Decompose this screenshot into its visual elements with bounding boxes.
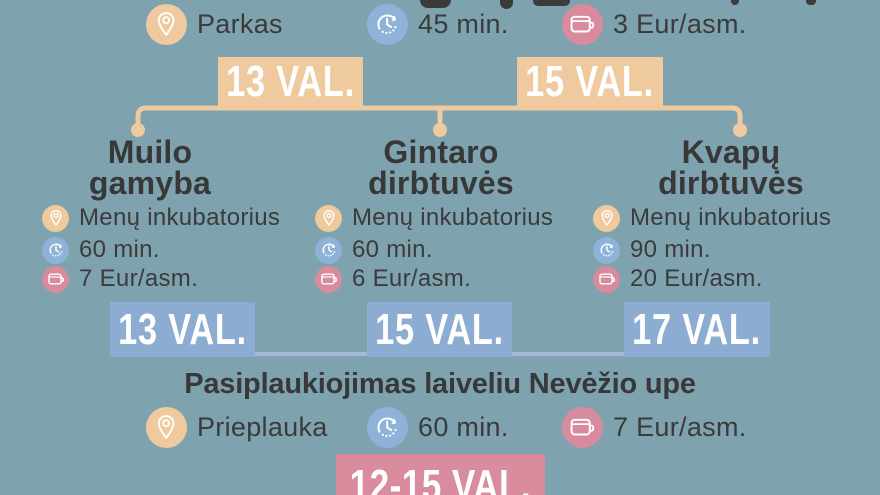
wallet-icon xyxy=(562,4,603,45)
time-badge-15: 15 VAL. xyxy=(517,57,663,107)
map-pin-icon xyxy=(146,4,187,45)
top-event-location-label: Parkas xyxy=(197,9,283,39)
map-pin-icon xyxy=(315,204,342,232)
workshop-title: Kvapų dirbtuvės xyxy=(658,134,804,201)
boat-event-price: 7 Eur/asm. xyxy=(562,407,747,448)
time-badge-label: 13 VAL. xyxy=(226,57,355,106)
boat-event-location-label: Prieplauka xyxy=(197,412,328,442)
cropped-text-fragment xyxy=(500,0,513,9)
time-badge-12-15: 12-15 VAL. xyxy=(336,454,545,495)
time-badge-label: 13 VAL. xyxy=(118,304,247,354)
workshop-location: Menų inkubatorius xyxy=(593,204,831,232)
map-pin-icon xyxy=(146,407,187,448)
wallet-icon xyxy=(42,265,69,293)
top-event-duration-label: 45 min. xyxy=(418,9,509,39)
cropped-text-fragment xyxy=(533,0,570,6)
map-pin-icon xyxy=(42,204,69,232)
workshop-location: Menų inkubatorius xyxy=(42,204,280,232)
cropped-text-fragment xyxy=(806,0,816,5)
workshop-price: 6 Eur/asm. xyxy=(315,265,471,293)
workshop-title: Muilo gamyba xyxy=(88,134,212,201)
boat-event-price-label: 7 Eur/asm. xyxy=(613,412,747,442)
clock-icon xyxy=(367,4,408,45)
wallet-icon xyxy=(593,265,620,293)
time-badge-13: 13 VAL. xyxy=(218,57,363,107)
clock-icon xyxy=(593,236,620,264)
workshop-title: Gintaro dirbtuvės xyxy=(368,134,514,201)
workshop-duration: 60 min. xyxy=(315,236,433,264)
clock-icon xyxy=(42,236,69,264)
boat-event-location: Prieplauka xyxy=(146,407,328,448)
time-badge-15-blue: 15 VAL. xyxy=(367,302,512,357)
clock-icon xyxy=(315,236,342,264)
workshop-duration: 90 min. xyxy=(593,236,711,264)
top-event-location: Parkas xyxy=(146,4,283,45)
time-badge-label: 12-15 VAL. xyxy=(349,461,532,495)
wallet-icon xyxy=(315,265,342,293)
top-event-price: 3 Eur/asm. xyxy=(562,4,747,45)
boat-event-title: Pasiplaukiojimas laiveliu Nevėžio upe xyxy=(184,368,696,400)
cropped-text-fragment xyxy=(731,0,739,5)
top-event-price-label: 3 Eur/asm. xyxy=(613,9,747,39)
boat-event-duration-label: 60 min. xyxy=(418,412,509,442)
cropped-text-fragment xyxy=(420,0,451,8)
wallet-icon xyxy=(562,407,603,448)
time-badge-17-blue: 17 VAL. xyxy=(624,302,770,357)
workshop-duration: 60 min. xyxy=(42,236,160,264)
time-badge-label: 17 VAL. xyxy=(632,304,762,354)
time-badge-label: 15 VAL. xyxy=(375,304,504,354)
workshop-price: 20 Eur/asm. xyxy=(593,265,763,293)
top-event-duration: 45 min. xyxy=(367,4,509,45)
clock-icon xyxy=(367,407,408,448)
time-badge-label: 15 VAL. xyxy=(525,57,655,106)
workshop-location: Menų inkubatorius xyxy=(315,204,553,232)
map-pin-icon xyxy=(593,204,620,232)
boat-event-duration: 60 min. xyxy=(367,407,509,448)
time-badge-13-blue: 13 VAL. xyxy=(110,302,255,357)
workshop-price: 7 Eur/asm. xyxy=(42,265,198,293)
